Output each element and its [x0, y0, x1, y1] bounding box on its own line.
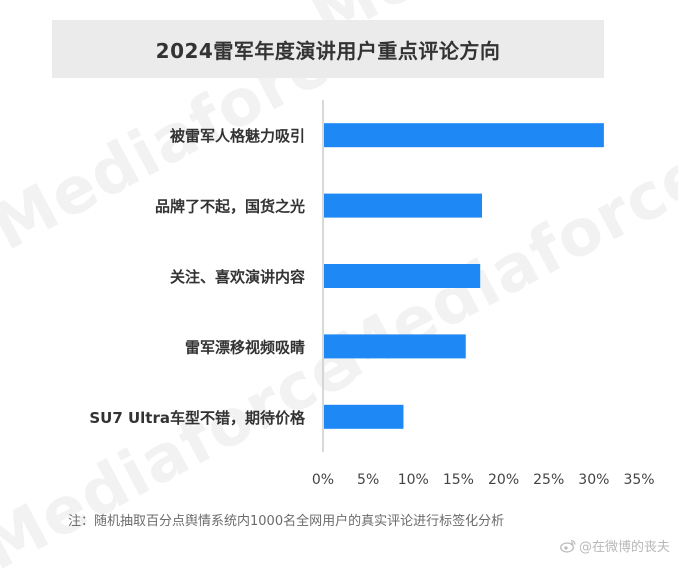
footnote: 注：随机抽取百分点舆情系统内1000名全网用户的真实评论进行标签化分析 — [68, 514, 505, 529]
x-tick-label: 30% — [578, 472, 609, 488]
weibo-icon — [560, 539, 576, 553]
x-tick-label: 10% — [398, 472, 429, 488]
category-label-3: 关注、喜欢演讲内容 — [170, 268, 305, 286]
chart-title: 2024雷军年度演讲用户重点评论方向 — [155, 38, 501, 63]
x-tick-label: 35% — [623, 472, 654, 488]
x-tick-label: 15% — [443, 472, 474, 488]
x-tick-label: 0% — [312, 472, 334, 488]
bar-1 — [324, 123, 604, 148]
x-tick-label: 25% — [533, 472, 564, 488]
bar-2 — [324, 193, 482, 218]
bar-3 — [324, 264, 481, 288]
bar-4 — [324, 334, 466, 359]
weibo-credit: @在微博的丧夫 — [560, 536, 670, 555]
category-label-2: 品牌了不起，国货之光 — [155, 198, 305, 216]
category-label-1: 被雷军人格魅力吸引 — [170, 127, 305, 145]
bar-5 — [324, 404, 404, 429]
x-tick-label: 5% — [357, 472, 379, 488]
category-label-5: SU7 Ultra车型不错，期待价格 — [89, 409, 306, 427]
x-tick-label: 20% — [488, 472, 519, 488]
title-box: 2024雷军年度演讲用户重点评论方向 — [52, 20, 604, 78]
category-label-4: 雷军漂移视频吸睛 — [185, 338, 305, 356]
weibo-credit-text: @在微博的丧夫 — [578, 540, 670, 555]
